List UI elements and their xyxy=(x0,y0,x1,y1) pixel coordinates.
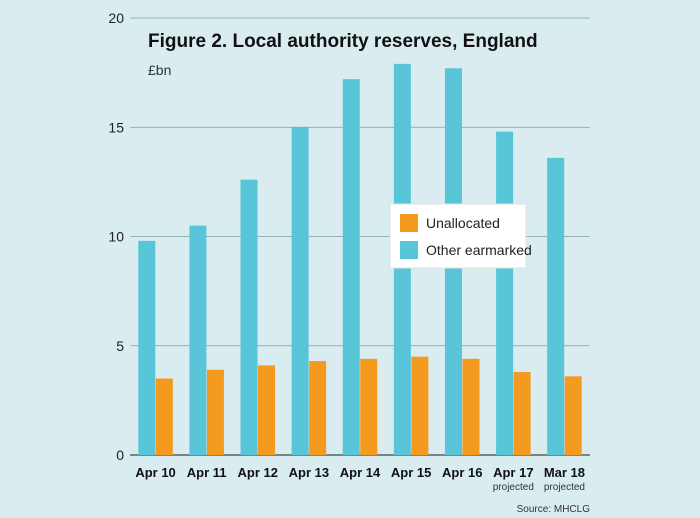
x-axis-ticks: Apr 10 Apr 11 Apr 12 Apr 13 Apr 14 Apr 15 Apr … xyxy=(135,465,585,493)
bar-unallocated-apr-16 xyxy=(462,358,480,455)
legend-swatch-unallocated xyxy=(400,214,418,232)
legend-swatch-other-earmarked xyxy=(400,241,418,259)
x-tick-label-apr-11: Apr 11 xyxy=(187,465,227,480)
bar-unallocated-apr-12 xyxy=(258,365,276,455)
y-tick-label-5: 5 xyxy=(116,338,124,354)
bar-other-earmarked-apr-13 xyxy=(291,127,309,455)
y-tick-label-10: 10 xyxy=(108,229,124,245)
x-tick-sublabel-apr-17: projected xyxy=(493,482,534,493)
x-tick-label-apr-14: Apr 14 xyxy=(340,465,381,480)
x-tick-sublabel-mar-18: projected xyxy=(544,482,585,493)
bar-other-earmarked-apr-17 xyxy=(496,131,514,455)
bars xyxy=(138,63,582,456)
chart-title: Figure 2. Local authority reserves, Engl… xyxy=(148,31,538,52)
legend-label-other-earmarked: Other earmarked xyxy=(426,242,532,258)
unit-label: £bn xyxy=(148,62,171,78)
bar-other-earmarked-apr-11 xyxy=(189,225,207,455)
x-tick-label-apr-10: Apr 10 xyxy=(135,465,175,480)
source-note: Source: MHCLG xyxy=(517,504,591,515)
bar-other-earmarked-mar-18 xyxy=(547,157,565,455)
y-axis-ticks: 0 5 10 15 20 xyxy=(108,10,124,463)
x-tick-label-apr-16: Apr 16 xyxy=(442,465,482,480)
x-tick-label-mar-18: Mar 18 xyxy=(544,465,585,480)
bar-other-earmarked-apr-14 xyxy=(342,79,360,456)
x-tick-label-apr-12: Apr 12 xyxy=(238,465,278,480)
legend-label-unallocated: Unallocated xyxy=(426,215,500,231)
x-tick-label-apr-13: Apr 13 xyxy=(289,465,329,480)
y-tick-label-15: 15 xyxy=(108,119,124,135)
bar-other-earmarked-apr-10 xyxy=(138,240,156,455)
bar-unallocated-apr-14 xyxy=(360,358,378,455)
bar-unallocated-apr-10 xyxy=(155,378,173,455)
x-tick-label-apr-17: Apr 17 xyxy=(493,465,533,480)
bar-unallocated-apr-11 xyxy=(206,369,224,455)
gridlines xyxy=(130,17,590,456)
x-tick-label-apr-15: Apr 15 xyxy=(391,465,431,480)
bar-unallocated-mar-18 xyxy=(564,376,582,455)
y-tick-label-0: 0 xyxy=(116,447,124,463)
bar-unallocated-apr-17 xyxy=(513,371,531,455)
bar-other-earmarked-apr-12 xyxy=(240,179,258,455)
y-tick-label-20: 20 xyxy=(108,10,124,26)
bar-unallocated-apr-15 xyxy=(411,356,429,455)
legend: Unallocated Other earmarked xyxy=(389,203,532,269)
bar-unallocated-apr-13 xyxy=(309,361,327,455)
